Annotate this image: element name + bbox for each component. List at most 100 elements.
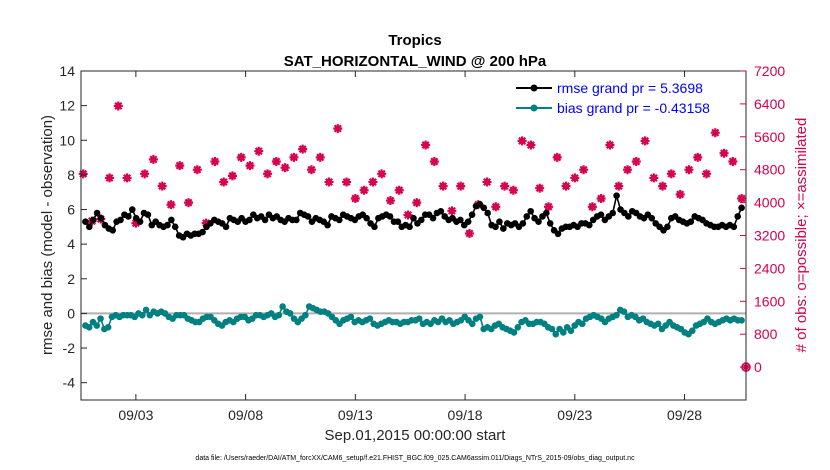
legend: rmse grand pr = 5.3698 bias grand pr = -…	[516, 80, 710, 116]
obs-assimilated-marker-69	[684, 165, 694, 175]
obs-assimilated-marker-23	[280, 163, 290, 173]
rmse-point-84	[410, 214, 417, 222]
obs-assimilated-marker-74	[728, 156, 738, 166]
rmse-point-30	[199, 228, 206, 236]
x-tick-label-2: 09/13	[338, 407, 373, 423]
legend-bias-label: bias grand pr = -0.43158	[557, 100, 710, 116]
obs-assimilated-marker-43	[456, 181, 466, 191]
y2-tick-label-1: 6400	[754, 96, 785, 112]
bias-point-140	[613, 311, 620, 319]
rmse-point-107	[500, 225, 507, 232]
obs-assimilated-marker-72	[710, 128, 720, 138]
y-tick-label-1: 12	[59, 98, 75, 114]
rmse-point-105	[492, 223, 499, 231]
y-tick-label-0: 14	[59, 63, 75, 79]
legend-rmse-label: rmse grand pr = 5.3698	[557, 80, 703, 96]
obs-assimilated-marker-60	[605, 140, 615, 150]
bias-point-88	[415, 315, 423, 322]
obs-assimilated-marker-4	[113, 101, 123, 111]
rmse-point-3	[93, 209, 101, 217]
bias-point-16	[142, 306, 150, 314]
rmse-point-167	[734, 213, 742, 220]
obs-assimilated-marker-16	[219, 177, 229, 187]
bias-point-102	[468, 320, 476, 328]
rmse-point-16	[144, 211, 152, 219]
rmse-point-83	[406, 223, 413, 231]
obs-assimilated-marker-41	[438, 181, 448, 191]
bias-point-52	[279, 303, 286, 310]
obs-assimilated-marker-66	[658, 181, 668, 191]
y-tick-label-9: -4	[63, 375, 76, 391]
rmse-point-106	[496, 218, 503, 225]
obs-assimilated-marker-19	[245, 161, 255, 171]
bias-point-113	[510, 329, 518, 336]
rmse-point-7	[109, 227, 117, 234]
obs-assimilated-marker-39	[421, 140, 431, 150]
rmse-point-149	[664, 223, 671, 231]
obs-assimilated-marker-67	[666, 169, 676, 179]
bias-point-1	[85, 323, 93, 331]
rmse-point-42	[246, 216, 253, 224]
bias-point-151	[654, 320, 662, 328]
y2-tick-label-0: 7200	[754, 63, 785, 79]
obs-assimilated-marker-18	[236, 152, 246, 162]
rmse-point-99	[468, 211, 476, 219]
rmse-point-36	[222, 223, 230, 231]
y-tick-label-7: 0	[67, 305, 75, 321]
rmse-point-57	[304, 213, 312, 220]
y-tick-label-3: 8	[67, 167, 75, 183]
obs-assimilated-marker-8	[148, 154, 158, 164]
bias-point-126	[560, 329, 567, 336]
rmse-point-135	[609, 209, 617, 217]
rmse-point-4	[97, 214, 105, 222]
rmse-point-14	[136, 218, 144, 225]
obs-assimilated-marker-62	[622, 165, 632, 175]
x-tick-label-5: 09/28	[667, 407, 702, 423]
obs-assimilated-marker-59	[596, 193, 606, 203]
obs-assimilated-marker-48	[500, 181, 510, 191]
y2-tick-label-7: 1600	[754, 293, 785, 309]
obs-assimilated-marker-10	[166, 200, 176, 210]
legend-bias-marker	[530, 104, 538, 112]
obs-assimilated-marker-56	[570, 173, 580, 183]
bias-point-75	[366, 315, 374, 322]
rmse-point-132	[597, 211, 605, 219]
chart-subtitle: SAT_HORIZONTAL_WIND @ 200 hPa	[284, 53, 547, 70]
rmse-point-118	[543, 209, 550, 217]
obs-assimilated-marker-54	[552, 152, 562, 162]
obs-assimilated-marker-51	[526, 140, 536, 150]
x-tick-label-0: 09/03	[118, 407, 153, 423]
obs-assimilated-marker-5	[122, 173, 132, 183]
rmse-point-168	[738, 204, 745, 212]
bias-point-4	[97, 315, 104, 322]
rmse-point-155	[687, 218, 695, 225]
bias-point-173	[738, 317, 745, 324]
obs-assimilated-marker-52	[535, 183, 545, 193]
legend-rmse-marker	[530, 84, 538, 92]
x-tick-label-4: 09/23	[557, 407, 592, 423]
rmse-point-62	[324, 221, 331, 229]
obs-assimilated-marker-73	[719, 148, 729, 158]
obs-assimilated-marker-38	[412, 198, 422, 208]
bias-point-160	[688, 327, 696, 335]
rmse-point-74	[371, 223, 378, 231]
obs-assimilated-marker-12	[184, 198, 194, 208]
bias-point-15	[138, 311, 146, 319]
obs-assimilated-marker-6	[131, 218, 141, 228]
y-tick-label-6: 2	[67, 271, 75, 287]
rmse-point-166	[730, 223, 738, 231]
obs-assimilated-marker-71	[701, 169, 711, 179]
obs-assimilated-marker-31	[350, 193, 360, 203]
obs-assimilated-marker-75	[737, 193, 747, 203]
obs-assimilated-marker-27	[315, 152, 325, 162]
obs-assimilated-marker-25	[298, 144, 308, 154]
obs-assimilated-marker-29	[333, 124, 343, 134]
obs-assimilated-marker-42	[447, 206, 457, 216]
rmse-point-72	[363, 214, 370, 222]
bias-point-114	[514, 323, 522, 331]
bias-point-104	[476, 313, 484, 321]
obs-assimilated-marker-47	[491, 202, 501, 212]
y2-tick-label-9: 0	[754, 359, 762, 375]
bias-point-124	[552, 330, 560, 338]
obs-assimilated-marker-49	[508, 185, 518, 195]
